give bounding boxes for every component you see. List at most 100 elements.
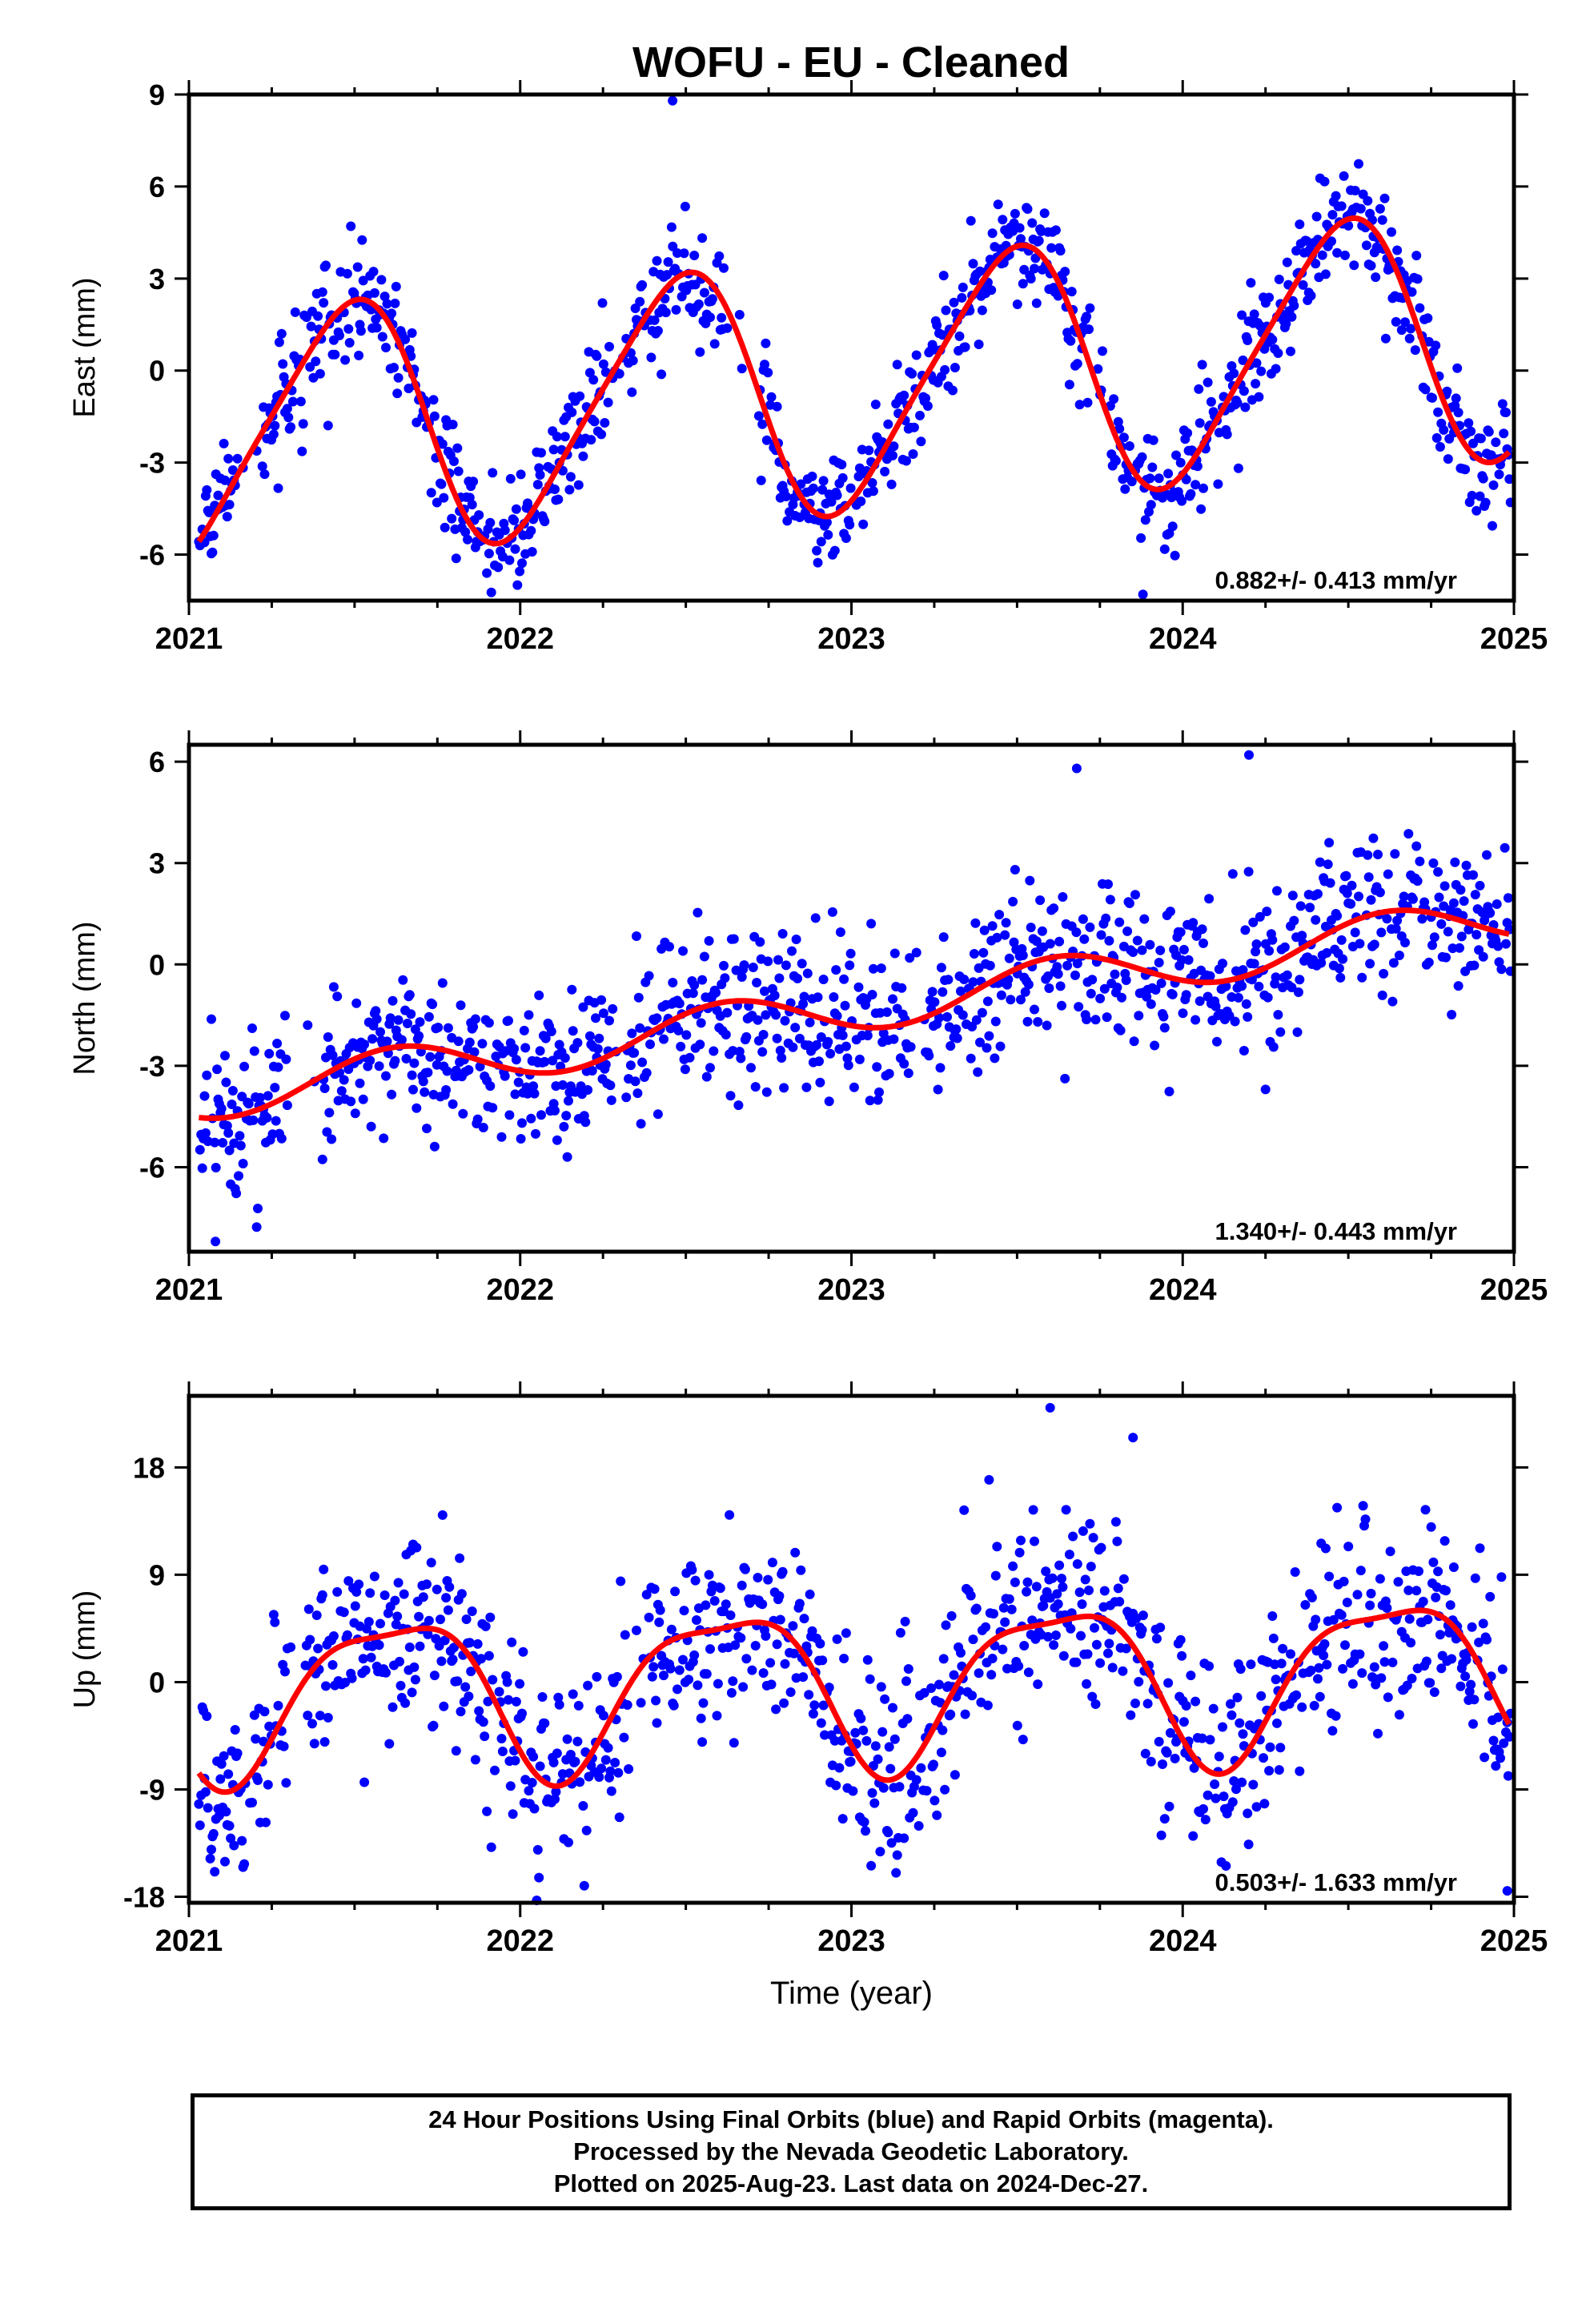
data-point xyxy=(476,1654,486,1664)
data-point xyxy=(818,975,829,984)
data-point xyxy=(839,974,849,984)
data-point xyxy=(817,1655,828,1666)
data-point xyxy=(321,1681,331,1691)
data-point xyxy=(194,1799,204,1809)
data-point xyxy=(665,942,674,952)
data-point xyxy=(1082,312,1092,322)
data-point xyxy=(1126,1710,1136,1720)
data-point xyxy=(1264,292,1275,303)
data-point xyxy=(1431,432,1442,443)
data-point xyxy=(363,1617,374,1627)
data-point xyxy=(632,931,641,941)
data-point xyxy=(1478,1618,1488,1629)
final-orbit-points xyxy=(194,95,1516,600)
data-point xyxy=(1500,842,1510,853)
data-point xyxy=(249,1046,259,1056)
data-point xyxy=(1107,1663,1118,1673)
y-tick-label: -6 xyxy=(139,539,165,572)
data-point xyxy=(1369,939,1379,950)
data-point xyxy=(592,1671,602,1682)
data-point xyxy=(843,1060,853,1071)
data-point xyxy=(1088,1533,1098,1543)
data-point xyxy=(679,248,689,259)
data-point xyxy=(934,1012,944,1023)
data-point xyxy=(678,1655,688,1665)
final-orbit-points xyxy=(195,750,1516,1247)
data-point xyxy=(1066,287,1077,297)
data-point xyxy=(772,401,782,412)
data-point xyxy=(690,1575,701,1586)
data-point xyxy=(1418,1596,1428,1606)
data-point xyxy=(1243,1808,1253,1819)
data-point xyxy=(1191,1696,1201,1707)
data-point xyxy=(219,1751,229,1761)
data-point xyxy=(812,545,822,556)
data-point xyxy=(202,485,212,495)
data-point xyxy=(223,453,234,464)
data-point xyxy=(652,255,662,266)
data-point xyxy=(1434,892,1444,903)
data-point xyxy=(280,1667,290,1677)
data-point xyxy=(1439,1536,1450,1546)
data-point xyxy=(1150,1040,1160,1051)
data-point xyxy=(239,1859,250,1869)
data-point xyxy=(581,1825,592,1835)
data-point xyxy=(409,1058,420,1068)
data-point xyxy=(701,1072,712,1082)
data-point xyxy=(868,486,878,497)
data-point xyxy=(531,1128,540,1139)
data-point xyxy=(508,1809,518,1819)
data-point xyxy=(429,1671,440,1681)
data-point xyxy=(1340,250,1350,260)
data-point xyxy=(610,1758,620,1767)
data-point xyxy=(1423,1614,1433,1625)
data-point xyxy=(1431,1592,1441,1602)
data-point xyxy=(472,1638,483,1649)
data-point xyxy=(1373,1728,1383,1739)
data-point xyxy=(829,545,840,556)
data-point xyxy=(391,281,401,292)
data-point xyxy=(205,1853,215,1864)
data-point xyxy=(1332,911,1343,921)
data-point xyxy=(1444,1627,1455,1638)
data-point xyxy=(517,1708,527,1719)
data-point xyxy=(527,547,537,557)
data-point xyxy=(1311,1614,1321,1625)
data-point xyxy=(1363,850,1373,860)
data-point xyxy=(908,1807,918,1818)
data-point xyxy=(1086,988,1096,999)
data-point xyxy=(429,411,440,421)
data-point xyxy=(303,1020,313,1031)
data-point xyxy=(1197,1733,1207,1743)
data-point xyxy=(1407,287,1417,297)
data-point xyxy=(1475,1543,1485,1554)
data-point xyxy=(665,1663,676,1674)
data-point xyxy=(648,1662,659,1672)
data-point xyxy=(971,1603,982,1614)
data-point xyxy=(211,1163,221,1172)
data-point xyxy=(200,1128,211,1138)
data-point xyxy=(1373,850,1383,859)
data-point xyxy=(344,338,355,348)
data-point xyxy=(1453,981,1464,991)
data-point xyxy=(1159,544,1170,554)
data-point xyxy=(919,1687,930,1698)
data-point xyxy=(276,1133,287,1144)
data-point xyxy=(1044,983,1054,993)
data-point xyxy=(1084,324,1094,335)
data-point xyxy=(927,987,938,997)
data-point xyxy=(1050,1630,1061,1640)
data-point xyxy=(1140,515,1150,525)
y-tick-label: 0 xyxy=(149,948,165,981)
data-point xyxy=(1377,215,1387,225)
data-point xyxy=(1102,1012,1112,1023)
data-point xyxy=(719,960,729,971)
data-point xyxy=(652,326,663,336)
data-point xyxy=(554,1699,564,1710)
data-point xyxy=(781,492,791,501)
data-point xyxy=(279,1741,289,1751)
data-point xyxy=(213,490,223,501)
data-point xyxy=(1194,384,1204,394)
data-point xyxy=(553,1692,564,1703)
data-point xyxy=(725,1510,735,1520)
